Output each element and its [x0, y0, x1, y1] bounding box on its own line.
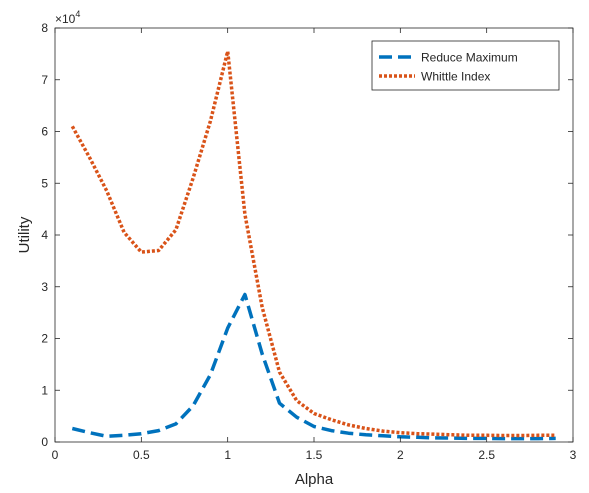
x-tick-label: 3 — [570, 448, 577, 462]
y-axis-label: Utility — [16, 216, 33, 253]
x-tick-label: 0.5 — [133, 448, 150, 462]
legend-label-reduce-maximum: Reduce Maximum — [421, 51, 518, 65]
y-axis-exponent: ×104 — [55, 9, 80, 26]
x-tick-label: 0 — [52, 448, 59, 462]
legend-box — [371, 40, 560, 91]
series-line-whittle-index — [70, 49, 556, 438]
x-axis-label: Alpha — [295, 471, 334, 488]
y-tick-label: 1 — [41, 383, 48, 397]
legend-label-whittle-index: Whittle Index — [421, 70, 490, 84]
series-layer — [70, 49, 556, 441]
x-tick-label: 1.5 — [306, 448, 323, 462]
y-exponent-base: ×10 — [55, 12, 76, 26]
y-exponent-power: 4 — [75, 9, 80, 19]
y-tick-label: 4 — [41, 228, 48, 242]
series-line-reduce-maximum — [71, 292, 556, 441]
x-tick-label: 2.5 — [478, 448, 495, 462]
plot-area — [55, 28, 573, 442]
legend: Reduce Maximum Whittle Index — [371, 40, 560, 91]
y-tick-label: 2 — [41, 332, 48, 346]
y-tick-label: 7 — [41, 73, 48, 87]
x-tick-label: 2 — [397, 448, 404, 462]
x-tick-label: 1 — [224, 448, 231, 462]
y-tick-label: 0 — [41, 435, 48, 449]
y-tick-label: 8 — [41, 21, 48, 35]
y-tick-label: 6 — [41, 125, 48, 139]
y-tick-label: 5 — [41, 176, 48, 190]
y-tick-label: 3 — [41, 280, 48, 294]
axes-layer: 0 0.5 1 1.5 2 2.5 3 0 1 2 3 4 5 6 7 8 — [41, 21, 576, 462]
